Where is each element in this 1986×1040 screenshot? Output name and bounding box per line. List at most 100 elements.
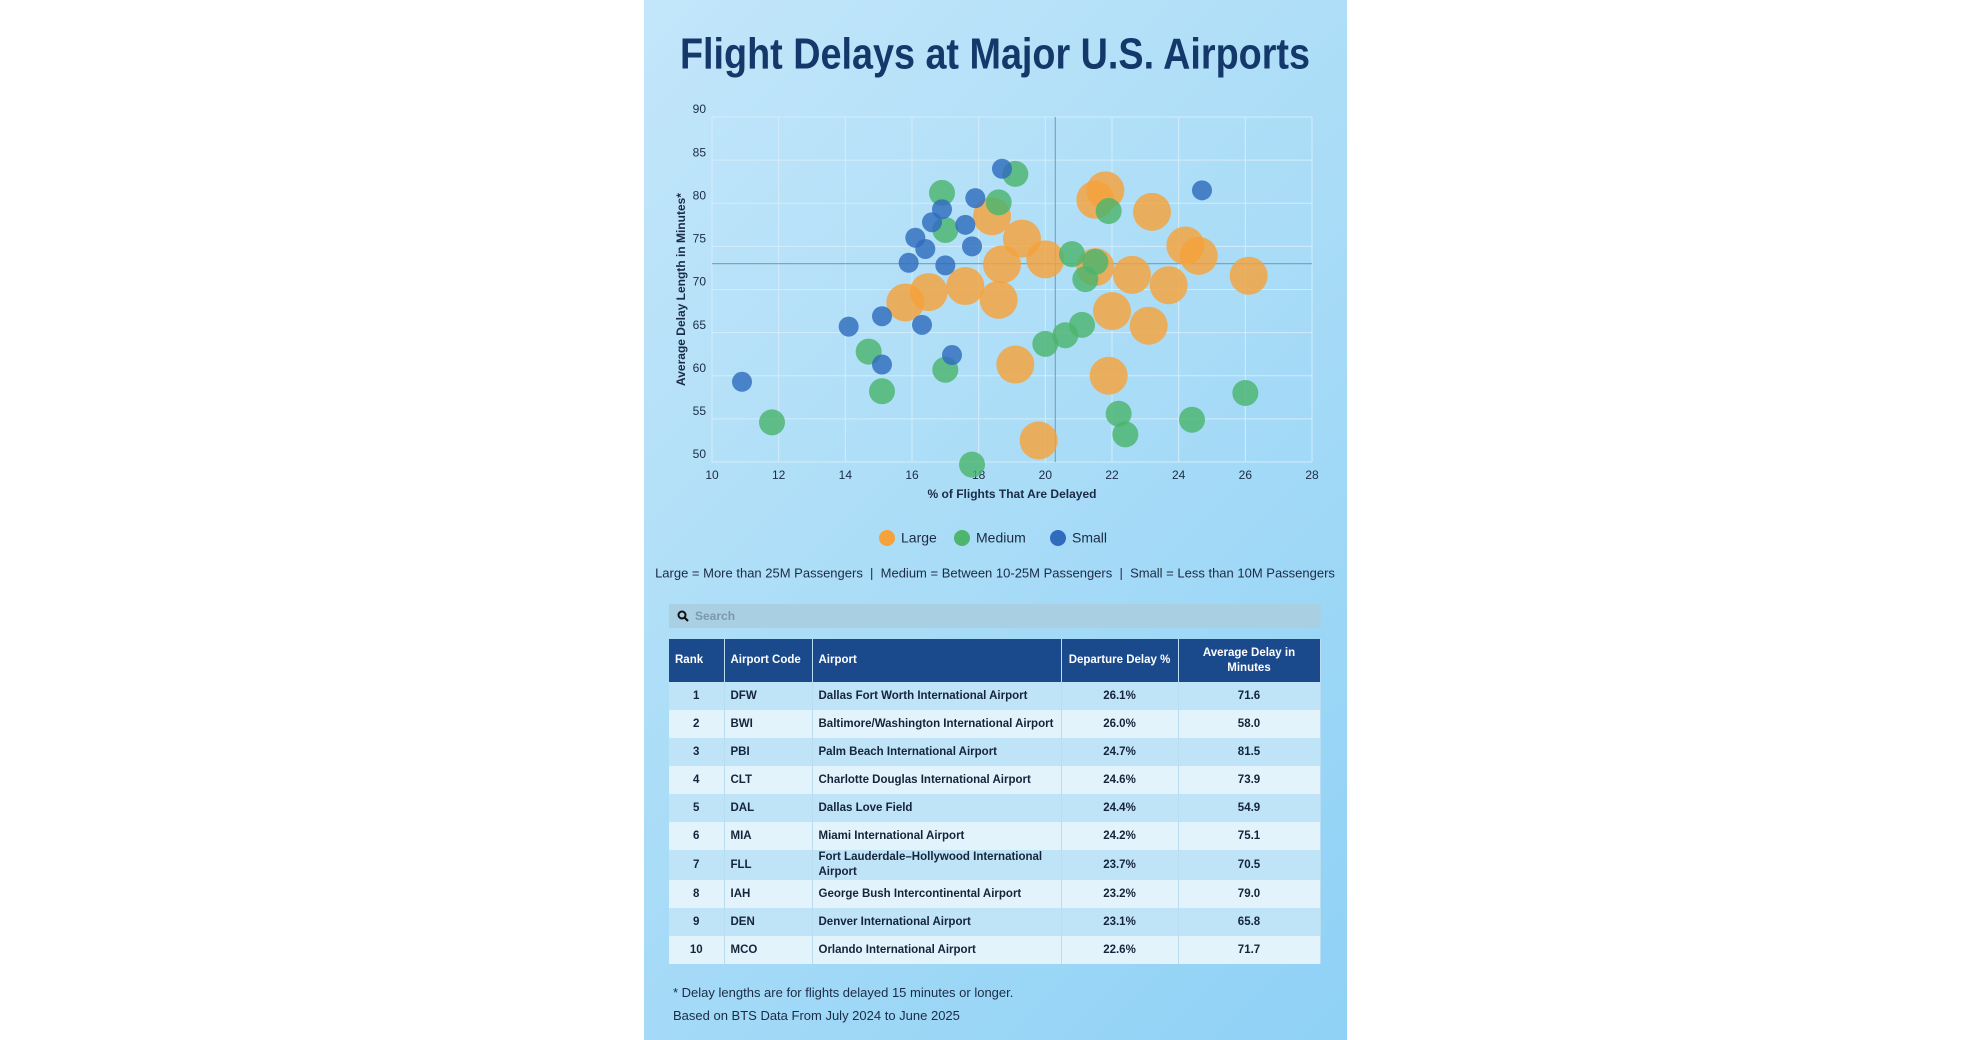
table-cell: 9: [669, 908, 725, 936]
table-cell: 75.1: [1178, 822, 1321, 850]
table-cell: Charlotte Douglas International Airport: [812, 766, 1062, 794]
table-cell: Dallas Fort Worth International Airport: [812, 682, 1062, 710]
bubble: [898, 252, 919, 273]
footnote: * Delay lengths are for flights delayed …: [673, 985, 1014, 1000]
table-cell: DEN: [724, 908, 813, 936]
bubble: [1082, 248, 1109, 275]
x-tick-label: 20: [1039, 468, 1053, 482]
table-cell: 5: [669, 794, 725, 822]
x-tick-label: 28: [1305, 468, 1319, 482]
chart: Flight Delays at Major U.S. Airports 50 5…: [655, 30, 1335, 581]
table-cell: 58.0: [1178, 710, 1321, 738]
x-tick-label: 24: [1172, 468, 1186, 482]
table-cell: 10: [669, 936, 725, 964]
legend-label: Medium: [976, 530, 1026, 546]
footnote: Based on BTS Data From July 2024 to June…: [673, 1008, 960, 1023]
table-cell: FLL: [724, 850, 813, 880]
bubble: [962, 236, 982, 257]
column-header: Airport: [812, 639, 1062, 682]
column-header: Average Delay in Minutes: [1178, 639, 1321, 682]
y-tick-label: 90: [693, 102, 707, 116]
bubble: [1232, 380, 1259, 406]
y-tick-label: 75: [693, 232, 707, 246]
bubble: [1089, 356, 1128, 395]
table-cell: 70.5: [1178, 850, 1321, 880]
bubble: [1059, 241, 1085, 268]
table-cell: 81.5: [1178, 738, 1321, 766]
table-cell: 2: [669, 710, 725, 738]
bubble: [985, 189, 1012, 216]
y-tick-label: 60: [693, 361, 707, 375]
table-cell: 71.7: [1178, 936, 1321, 964]
bubble: [942, 345, 962, 366]
table-cell: IAH: [724, 880, 813, 908]
x-tick-label: 12: [772, 468, 786, 482]
bubble: [1105, 400, 1132, 427]
bubble: [1192, 180, 1212, 201]
table-cell: MIA: [724, 822, 813, 850]
bubble: [1129, 306, 1168, 345]
search-box[interactable]: Search: [669, 604, 1321, 628]
table-cell: 23.2%: [1061, 880, 1179, 908]
x-axis-title: % of Flights That Are Delayed: [928, 487, 1097, 501]
table-cell: 6: [669, 822, 725, 850]
table-cell: Baltimore/Washington International Airpo…: [812, 710, 1062, 738]
chart-title: Flight Delays at Major U.S. Airports: [680, 30, 1310, 79]
table-cell: 8: [669, 880, 725, 908]
table-cell: MCO: [724, 936, 813, 964]
bubble: [935, 255, 956, 276]
table-cell: 73.9: [1178, 766, 1321, 794]
table-cell: 26.0%: [1061, 710, 1179, 738]
bubble: [955, 214, 976, 235]
table-cell: Miami International Airport: [812, 822, 1062, 850]
bubble: [965, 188, 986, 209]
bubble: [1093, 292, 1131, 331]
bubble: [946, 267, 985, 306]
bubble: [959, 451, 985, 478]
table-row: 6 MIA Miami International Airport 24.2% 75.1: [669, 822, 1321, 850]
bubble: [1133, 192, 1171, 231]
column-header: Departure Delay %: [1061, 639, 1179, 682]
table-cell: 1: [669, 682, 725, 710]
table-cell: PBI: [724, 738, 813, 766]
legend-label: Large: [901, 530, 937, 546]
size-note: Large = More than 25M Passengers | Mediu…: [655, 565, 1335, 580]
bubble: [922, 212, 942, 233]
bubble: [869, 378, 895, 405]
bubble: [1032, 330, 1059, 357]
table-cell: 79.0: [1178, 880, 1321, 908]
x-tick-label: 10: [705, 468, 719, 482]
x-tick-label: 16: [905, 468, 919, 482]
bubble: [912, 314, 932, 335]
x-tick-label: 14: [839, 468, 853, 482]
bubble: [1149, 266, 1188, 305]
table-cell: Fort Lauderdale–Hollywood International …: [812, 850, 1062, 880]
bubble: [929, 179, 955, 206]
bubble: [759, 409, 785, 436]
table-cell: Orlando International Airport: [812, 936, 1062, 964]
bubble: [1113, 255, 1151, 294]
y-tick-label: 65: [693, 318, 707, 332]
legend-marker: [954, 530, 970, 546]
table-row: 10 MCO Orlando International Airport 22.6% 7…: [669, 936, 1321, 964]
bubble: [983, 245, 1021, 284]
bubble: [872, 306, 892, 327]
table-row: 1 DFW Dallas Fort Worth International Airp…: [669, 682, 1321, 710]
table-cell: 4: [669, 766, 725, 794]
table-cell: CLT: [724, 766, 813, 794]
bubble: [1179, 406, 1205, 433]
bubble: [996, 345, 1035, 384]
legend-marker: [1050, 530, 1066, 546]
column-header: Rank: [669, 639, 725, 682]
legend-label: Small: [1072, 530, 1107, 546]
bubble: [838, 316, 859, 337]
bubble: [1052, 322, 1079, 349]
table-cell: 23.1%: [1061, 908, 1179, 936]
bubble: [1019, 421, 1058, 460]
bubble: [886, 283, 925, 322]
table-cell: 65.8: [1178, 908, 1321, 936]
table-cell: 26.1%: [1061, 682, 1179, 710]
table-cell: 24.4%: [1061, 794, 1179, 822]
table-cell: 71.6: [1178, 682, 1321, 710]
x-tick-label: 22: [1105, 468, 1119, 482]
